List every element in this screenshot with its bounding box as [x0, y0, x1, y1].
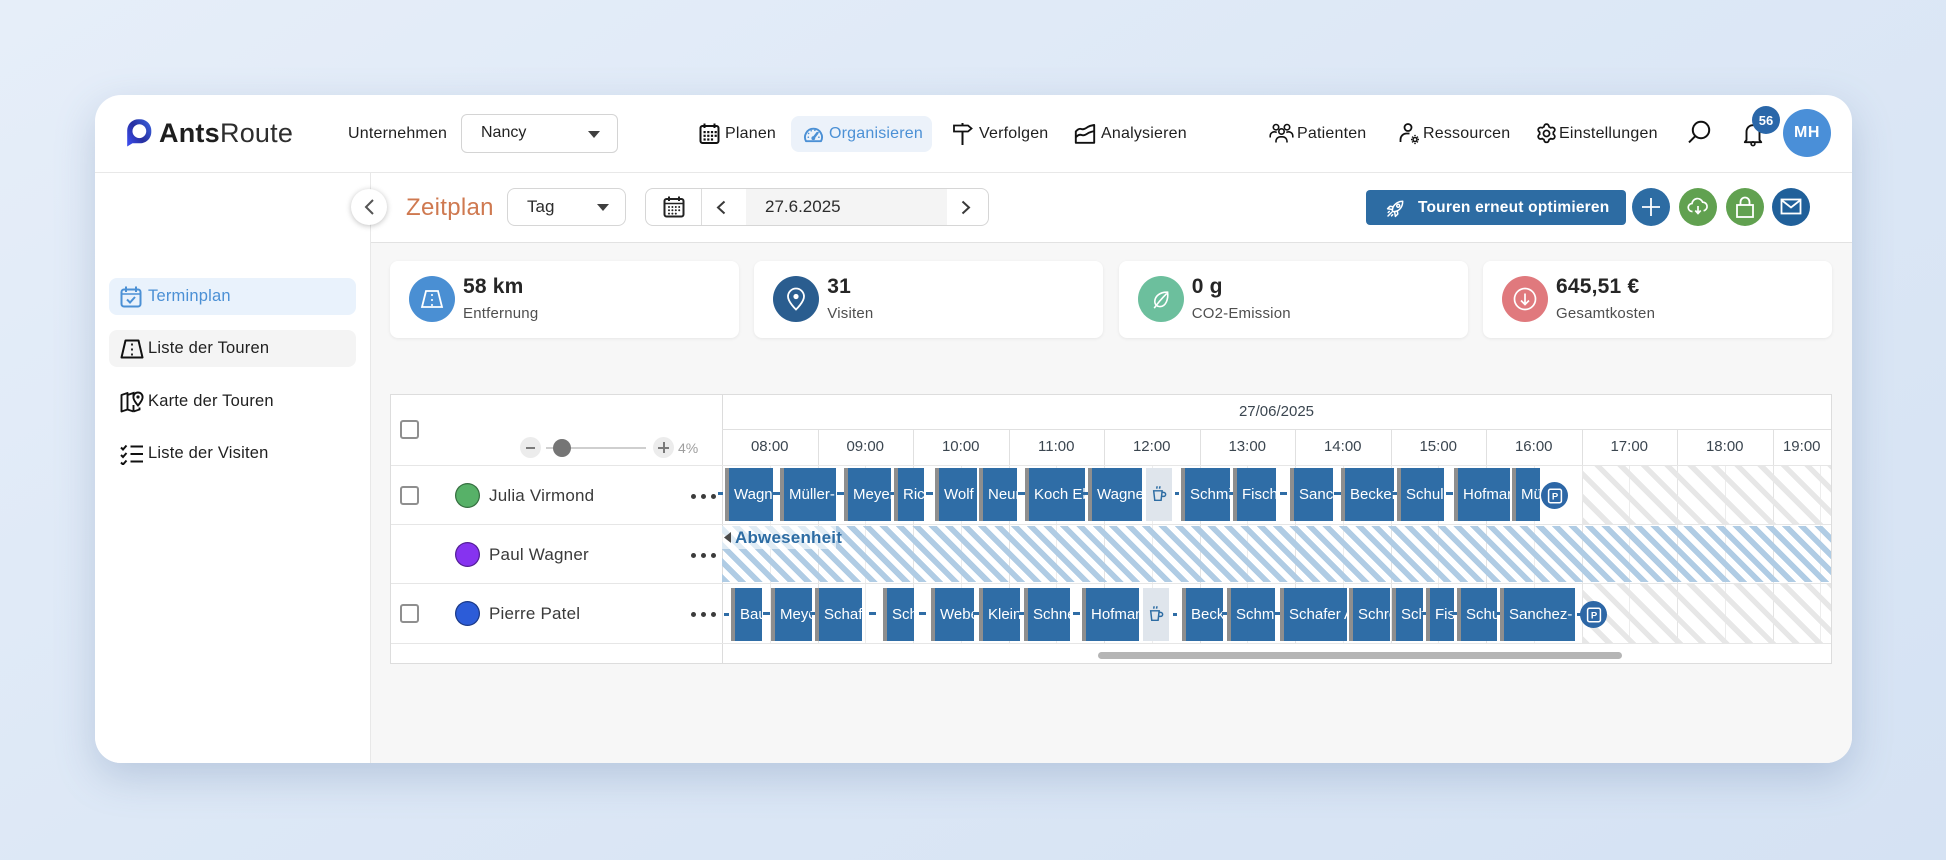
svg-text:P: P — [1551, 491, 1558, 502]
svg-text:Ants: Ants — [159, 118, 220, 148]
svg-text:Route: Route — [220, 118, 293, 148]
svg-text:P: P — [1590, 610, 1597, 621]
